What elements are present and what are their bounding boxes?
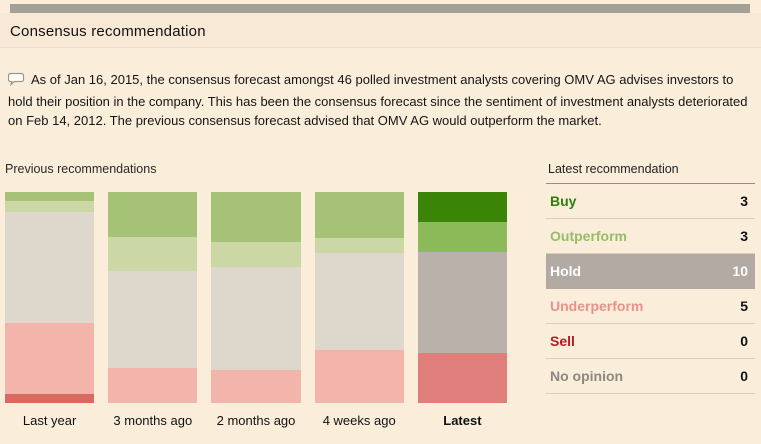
top-divider-bar [10, 4, 750, 13]
bar-segment-hold [211, 267, 301, 370]
recommendation-row-buy[interactable]: Buy 3 [546, 184, 755, 219]
bar-label-latest: Latest [443, 413, 482, 428]
stacked-bar-4-weeks-ago[interactable] [314, 192, 404, 403]
bar-segment-sell [5, 394, 95, 403]
bar-segment-hold [108, 270, 198, 368]
recommendation-label: Sell [550, 333, 575, 349]
stacked-bar-latest[interactable] [417, 192, 508, 403]
recommendation-table: Buy 3 Outperform 3 Hold 10 Underperform 5 Sell 0 N… [546, 184, 755, 394]
recommendation-count: 5 [740, 298, 748, 314]
bar-segment-hold [417, 252, 508, 353]
bar-segment-buy [108, 192, 198, 237]
recommendation-row-underperform[interactable]: Underperform 5 [546, 289, 755, 324]
bar-segment-outperform [5, 200, 95, 212]
bar-segment-hold [5, 211, 95, 324]
recommendation-count: 0 [740, 368, 748, 384]
latest-recommendation-title: Latest recommendation [546, 160, 755, 184]
recommendation-count: 0 [740, 333, 748, 349]
bar-label-last-year: Last year [22, 413, 77, 428]
bar-segment-outperform [417, 222, 508, 253]
bar-labels-row: Last year 3 months ago 2 months ago 4 weeks… [5, 413, 507, 428]
latest-recommendation-panel: Latest recommendation Buy 3 Outperform 3 Hol… [546, 160, 755, 394]
bar-segment-buy [5, 192, 95, 201]
recommendation-count: 3 [740, 228, 748, 244]
bar-label-2-months-ago: 2 months ago [216, 413, 296, 428]
page-title: Consensus recommendation [10, 23, 206, 40]
bar-segment-buy [314, 192, 404, 238]
bar-segment-outperform [314, 237, 404, 253]
recommendation-row-hold[interactable]: Hold 10 [546, 254, 755, 289]
bar-segment-underperform [417, 352, 508, 403]
summary-paragraph: As of Jan 16, 2015, the consensus foreca… [7, 70, 755, 131]
bar-label-4-weeks-ago: 4 weeks ago [322, 413, 396, 428]
header-band [0, 13, 761, 48]
recommendation-row-outperform[interactable]: Outperform 3 [546, 219, 755, 254]
stacked-bar-last-year[interactable] [5, 192, 95, 403]
speech-bubble-icon [7, 72, 26, 92]
recommendation-label: No opinion [550, 368, 624, 384]
bar-segment-buy [211, 192, 301, 243]
recommendation-count: 10 [732, 263, 748, 279]
bar-segment-buy [417, 192, 508, 223]
bar-segment-underperform [211, 369, 301, 403]
recommendation-label: Buy [550, 193, 577, 209]
summary-text: As of Jan 16, 2015, the consensus foreca… [8, 72, 748, 128]
bar-segment-outperform [108, 236, 198, 271]
stacked-bar-chart [5, 192, 508, 403]
recommendation-label: Outperform [550, 228, 627, 244]
previous-recommendations-title: Previous recommendations [5, 162, 157, 176]
stacked-bar-3-months-ago[interactable] [108, 192, 198, 403]
bar-segment-underperform [108, 367, 198, 403]
recommendation-label: Underperform [550, 298, 644, 314]
bar-segment-underperform [314, 350, 404, 403]
bar-label-3-months-ago: 3 months ago [113, 413, 193, 428]
bar-segment-hold [314, 252, 404, 351]
bar-segment-outperform [211, 242, 301, 268]
bar-segment-underperform [5, 323, 95, 395]
recommendation-row-no-opinion[interactable]: No opinion 0 [546, 359, 755, 394]
recommendation-count: 3 [740, 193, 748, 209]
recommendation-label: Hold [550, 263, 582, 279]
stacked-bar-2-months-ago[interactable] [211, 192, 301, 403]
recommendation-row-sell[interactable]: Sell 0 [546, 324, 755, 359]
